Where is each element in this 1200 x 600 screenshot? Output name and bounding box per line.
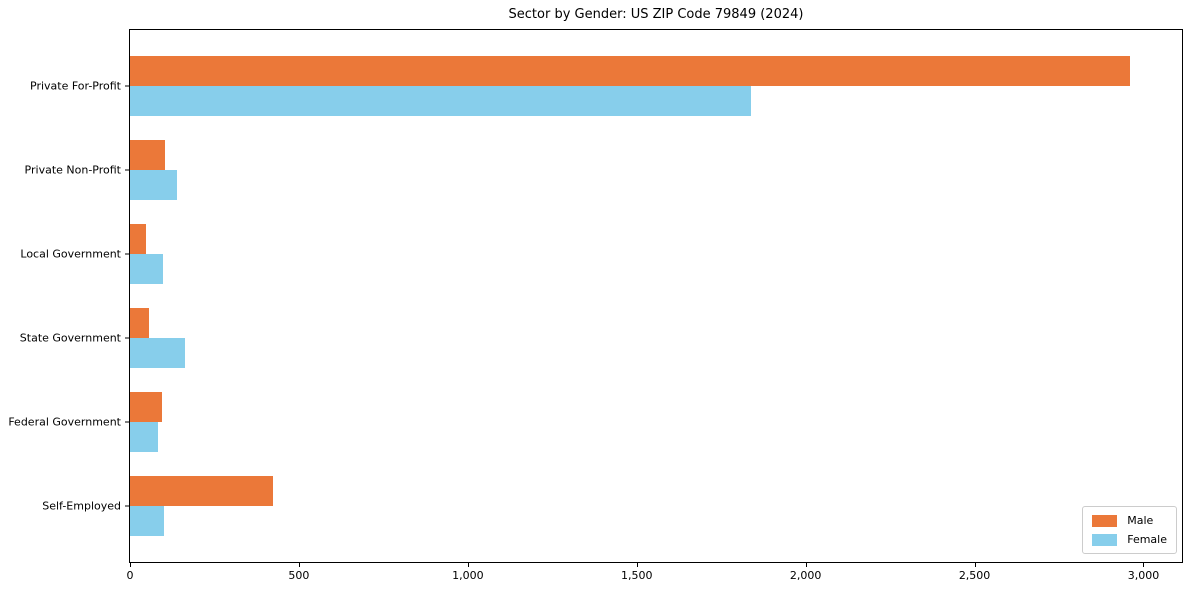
x-tick-mark-0 [130, 563, 131, 567]
bar-female-2 [130, 254, 163, 284]
category-row-4 [130, 380, 1182, 464]
bar-female-0 [130, 86, 751, 116]
y-axis-label-1: Private Non-Profit [24, 163, 121, 177]
legend-entry-female: Female [1092, 533, 1167, 546]
y-axis-label-2: Local Government [20, 247, 121, 261]
category-row-0 [130, 44, 1182, 128]
category-row-5 [130, 464, 1182, 548]
y-axis-label-3: State Government [19, 331, 121, 345]
category-row-1 [130, 128, 1182, 212]
bar-male-2 [130, 224, 146, 254]
y-axis-label-4: Federal Government [8, 415, 121, 429]
bar-female-4 [130, 422, 159, 452]
x-tick-label-3: 1,500 [620, 569, 653, 582]
legend-entry-male: Male [1092, 514, 1167, 527]
x-tick-mark-3 [636, 563, 638, 567]
bars-container [130, 44, 1182, 548]
category-row-3 [130, 296, 1182, 380]
y-axis-label-5: Self-Employed [42, 499, 121, 513]
bar-female-5 [130, 506, 164, 536]
chart-title: Sector by Gender: US ZIP Code 79849 (202… [508, 7, 804, 22]
x-tick-label-5: 2,500 [958, 569, 991, 582]
bar-male-5 [130, 476, 273, 506]
category-row-2 [130, 212, 1182, 296]
bar-female-3 [130, 338, 185, 368]
x-tick-mark-4 [805, 563, 807, 567]
plot-area: Male Female [129, 29, 1183, 563]
x-tick-label-4: 2,000 [789, 569, 822, 582]
x-tick-label-2: 1,000 [452, 569, 484, 582]
x-tick-label-6: 3,000 [1127, 569, 1160, 582]
legend-label-female: Female [1127, 533, 1167, 546]
bar-male-3 [130, 308, 150, 338]
x-tick-label-1: 500 [288, 569, 310, 582]
y-axis-label-0: Private For-Profit [30, 79, 121, 93]
bar-male-4 [130, 392, 163, 422]
bar-male-0 [130, 56, 1130, 86]
x-tick-mark-6 [1143, 563, 1145, 567]
x-tick-mark-1 [298, 563, 300, 567]
x-tick-label-0: 0 [126, 569, 134, 582]
legend-swatch-female [1092, 533, 1118, 546]
x-tick-mark-5 [974, 563, 976, 567]
legend-label-male: Male [1127, 514, 1154, 527]
legend-swatch-male [1092, 514, 1118, 527]
x-tick-mark-2 [467, 563, 469, 567]
bar-male-1 [130, 140, 165, 170]
bar-female-1 [130, 170, 177, 200]
legend: Male Female [1082, 506, 1177, 554]
